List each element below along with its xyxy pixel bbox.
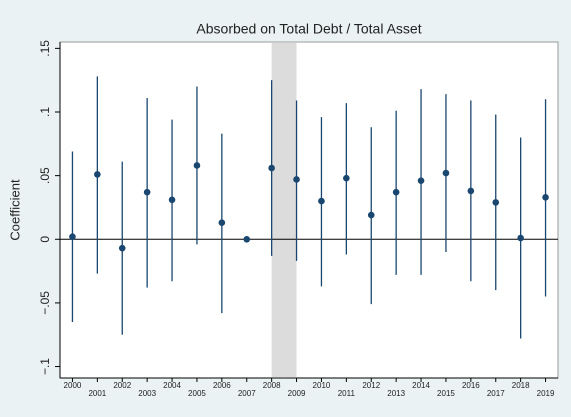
chart-title: Absorbed on Total Debt / Total Asset xyxy=(196,21,421,37)
point-estimate xyxy=(542,193,549,201)
y-axis-label: Coefficient xyxy=(7,179,22,241)
x-tick-label: 2003 xyxy=(138,389,156,398)
x-tick-label: 2009 xyxy=(288,389,306,398)
y-tick-label: −.05 xyxy=(38,291,52,315)
point-estimate xyxy=(293,176,300,183)
x-tick-label: 2006 xyxy=(213,381,231,390)
point-estimate xyxy=(367,211,375,219)
point-estimate xyxy=(69,233,76,241)
point-estimate xyxy=(343,174,350,182)
x-tick-label: 2019 xyxy=(537,389,555,398)
x-tick-label: 2012 xyxy=(362,381,380,390)
point-estimate xyxy=(118,244,126,252)
point-estimate xyxy=(442,169,450,177)
point-estimate xyxy=(392,188,400,196)
y-tick-label: .1 xyxy=(38,107,52,117)
point-estimate xyxy=(417,177,425,185)
x-tick-label: 2011 xyxy=(338,389,356,398)
point-estimate xyxy=(168,196,176,204)
x-tick-label: 2016 xyxy=(462,381,480,390)
x-tick-label: 2010 xyxy=(313,381,331,390)
x-tick-label: 2002 xyxy=(113,381,131,390)
x-tick-label: 2000 xyxy=(64,381,82,390)
x-tick-label: 2015 xyxy=(437,389,455,398)
plot-area xyxy=(59,41,559,379)
x-tick-label: 2001 xyxy=(88,389,106,398)
point-estimate xyxy=(268,164,275,172)
x-tick-label: 2013 xyxy=(387,389,405,398)
point-estimate xyxy=(193,162,201,169)
point-estimate xyxy=(218,219,226,227)
y-tick-label: 0 xyxy=(38,236,52,243)
y-tick-label: .05 xyxy=(38,167,52,184)
point-estimate xyxy=(143,188,151,196)
y-tick-label: .15 xyxy=(38,40,52,57)
point-estimate xyxy=(492,199,500,206)
x-tick-label: 2014 xyxy=(412,381,430,390)
point-estimate xyxy=(467,187,475,195)
x-tick-label: 2004 xyxy=(163,381,181,390)
point-estimate xyxy=(94,171,101,178)
point-estimate xyxy=(517,234,524,242)
x-tick-label: 2008 xyxy=(263,381,281,390)
x-tick-label: 2005 xyxy=(188,389,206,398)
x-tick-label: 2018 xyxy=(512,381,530,390)
point-estimate xyxy=(243,235,251,243)
y-tick-label: −.1 xyxy=(38,358,52,375)
x-tick-label: 2007 xyxy=(238,389,256,398)
point-estimate xyxy=(318,197,325,205)
shaded-span xyxy=(271,43,297,377)
x-tick-label: 2017 xyxy=(487,389,505,398)
